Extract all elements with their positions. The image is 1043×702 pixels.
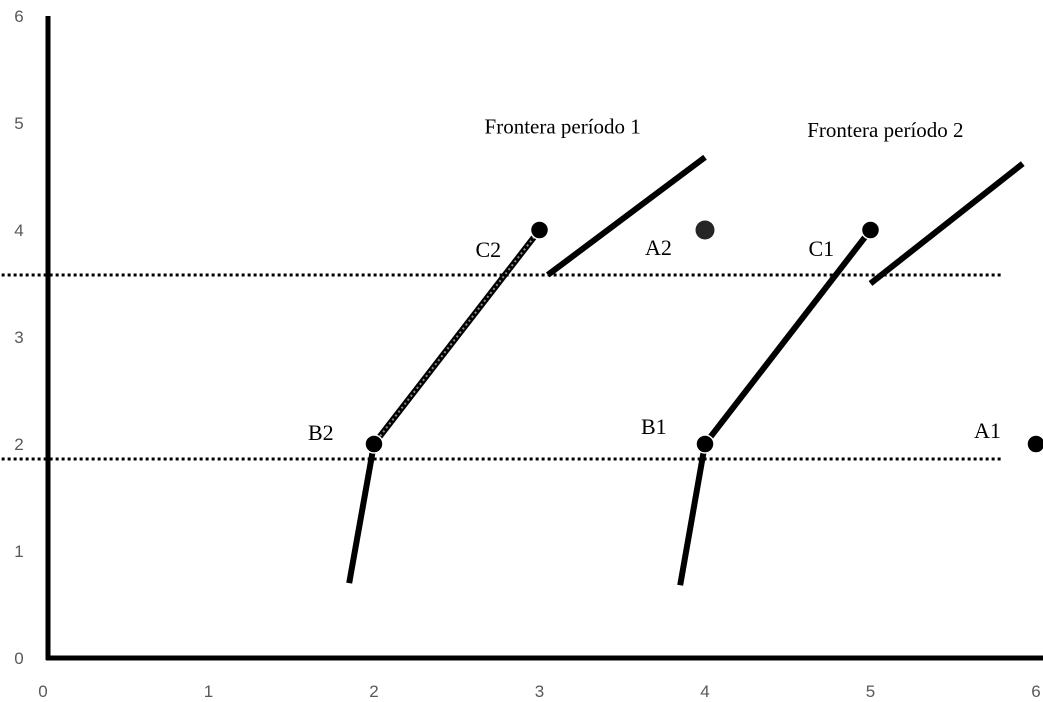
y-tick-label-2: 2 [14,435,23,454]
x-tick-label-4: 4 [700,682,709,701]
point-a2 [695,220,715,240]
annotation-frontier-1: Frontera período 1 [485,115,641,139]
point-c2 [529,220,550,240]
y-tick-label-4: 4 [14,221,23,240]
point-b2 [364,434,384,454]
reference-lines [1,273,1003,461]
point-c1 [860,220,881,240]
point-label-a1: A1 [974,418,1001,443]
y-tick-label-6: 6 [14,7,23,26]
frontier-2-segment-1 [677,443,708,586]
point-label-b1: B1 [641,414,667,439]
axes [45,16,1043,661]
y-tick-label-5: 5 [14,114,23,133]
frontiers [346,154,1025,586]
frontier-1-segment-2-highlight [373,229,541,445]
x-tick-labels: 0 1 2 3 4 5 6 [38,682,1040,701]
x-tick-label-0: 0 [38,682,47,701]
annotation-frontier-2: Frontera período 2 [807,118,963,142]
point-label-c2: C2 [476,237,502,262]
frontier-2-segment-2 [702,228,873,446]
point-labels: A1 B1 C1 A2 B2 C2 [308,235,1001,445]
point-label-b2: B2 [308,420,334,445]
y-tick-labels: 0 1 2 3 4 5 6 [14,7,23,668]
point-label-c1: C1 [809,236,835,261]
y-tick-label-1: 1 [14,542,23,561]
frontier-2-segment-3 [868,161,1025,286]
point-label-a2: A2 [645,235,672,260]
y-tick-label-3: 3 [14,328,23,347]
data-points [364,220,1043,454]
x-tick-label-2: 2 [369,682,378,701]
x-tick-label-5: 5 [866,682,875,701]
annotations: Frontera período 1 Frontera período 2 [485,115,964,142]
x-tick-label-6: 6 [1031,682,1040,701]
y-tick-label-0: 0 [14,649,23,668]
x-tick-label-3: 3 [535,682,544,701]
x-tick-label-1: 1 [204,682,213,701]
point-a1 [1026,434,1043,454]
frontier-1-segment-1 [346,443,377,584]
frontier-1-segment-3 [545,154,707,278]
point-b1 [695,434,715,454]
